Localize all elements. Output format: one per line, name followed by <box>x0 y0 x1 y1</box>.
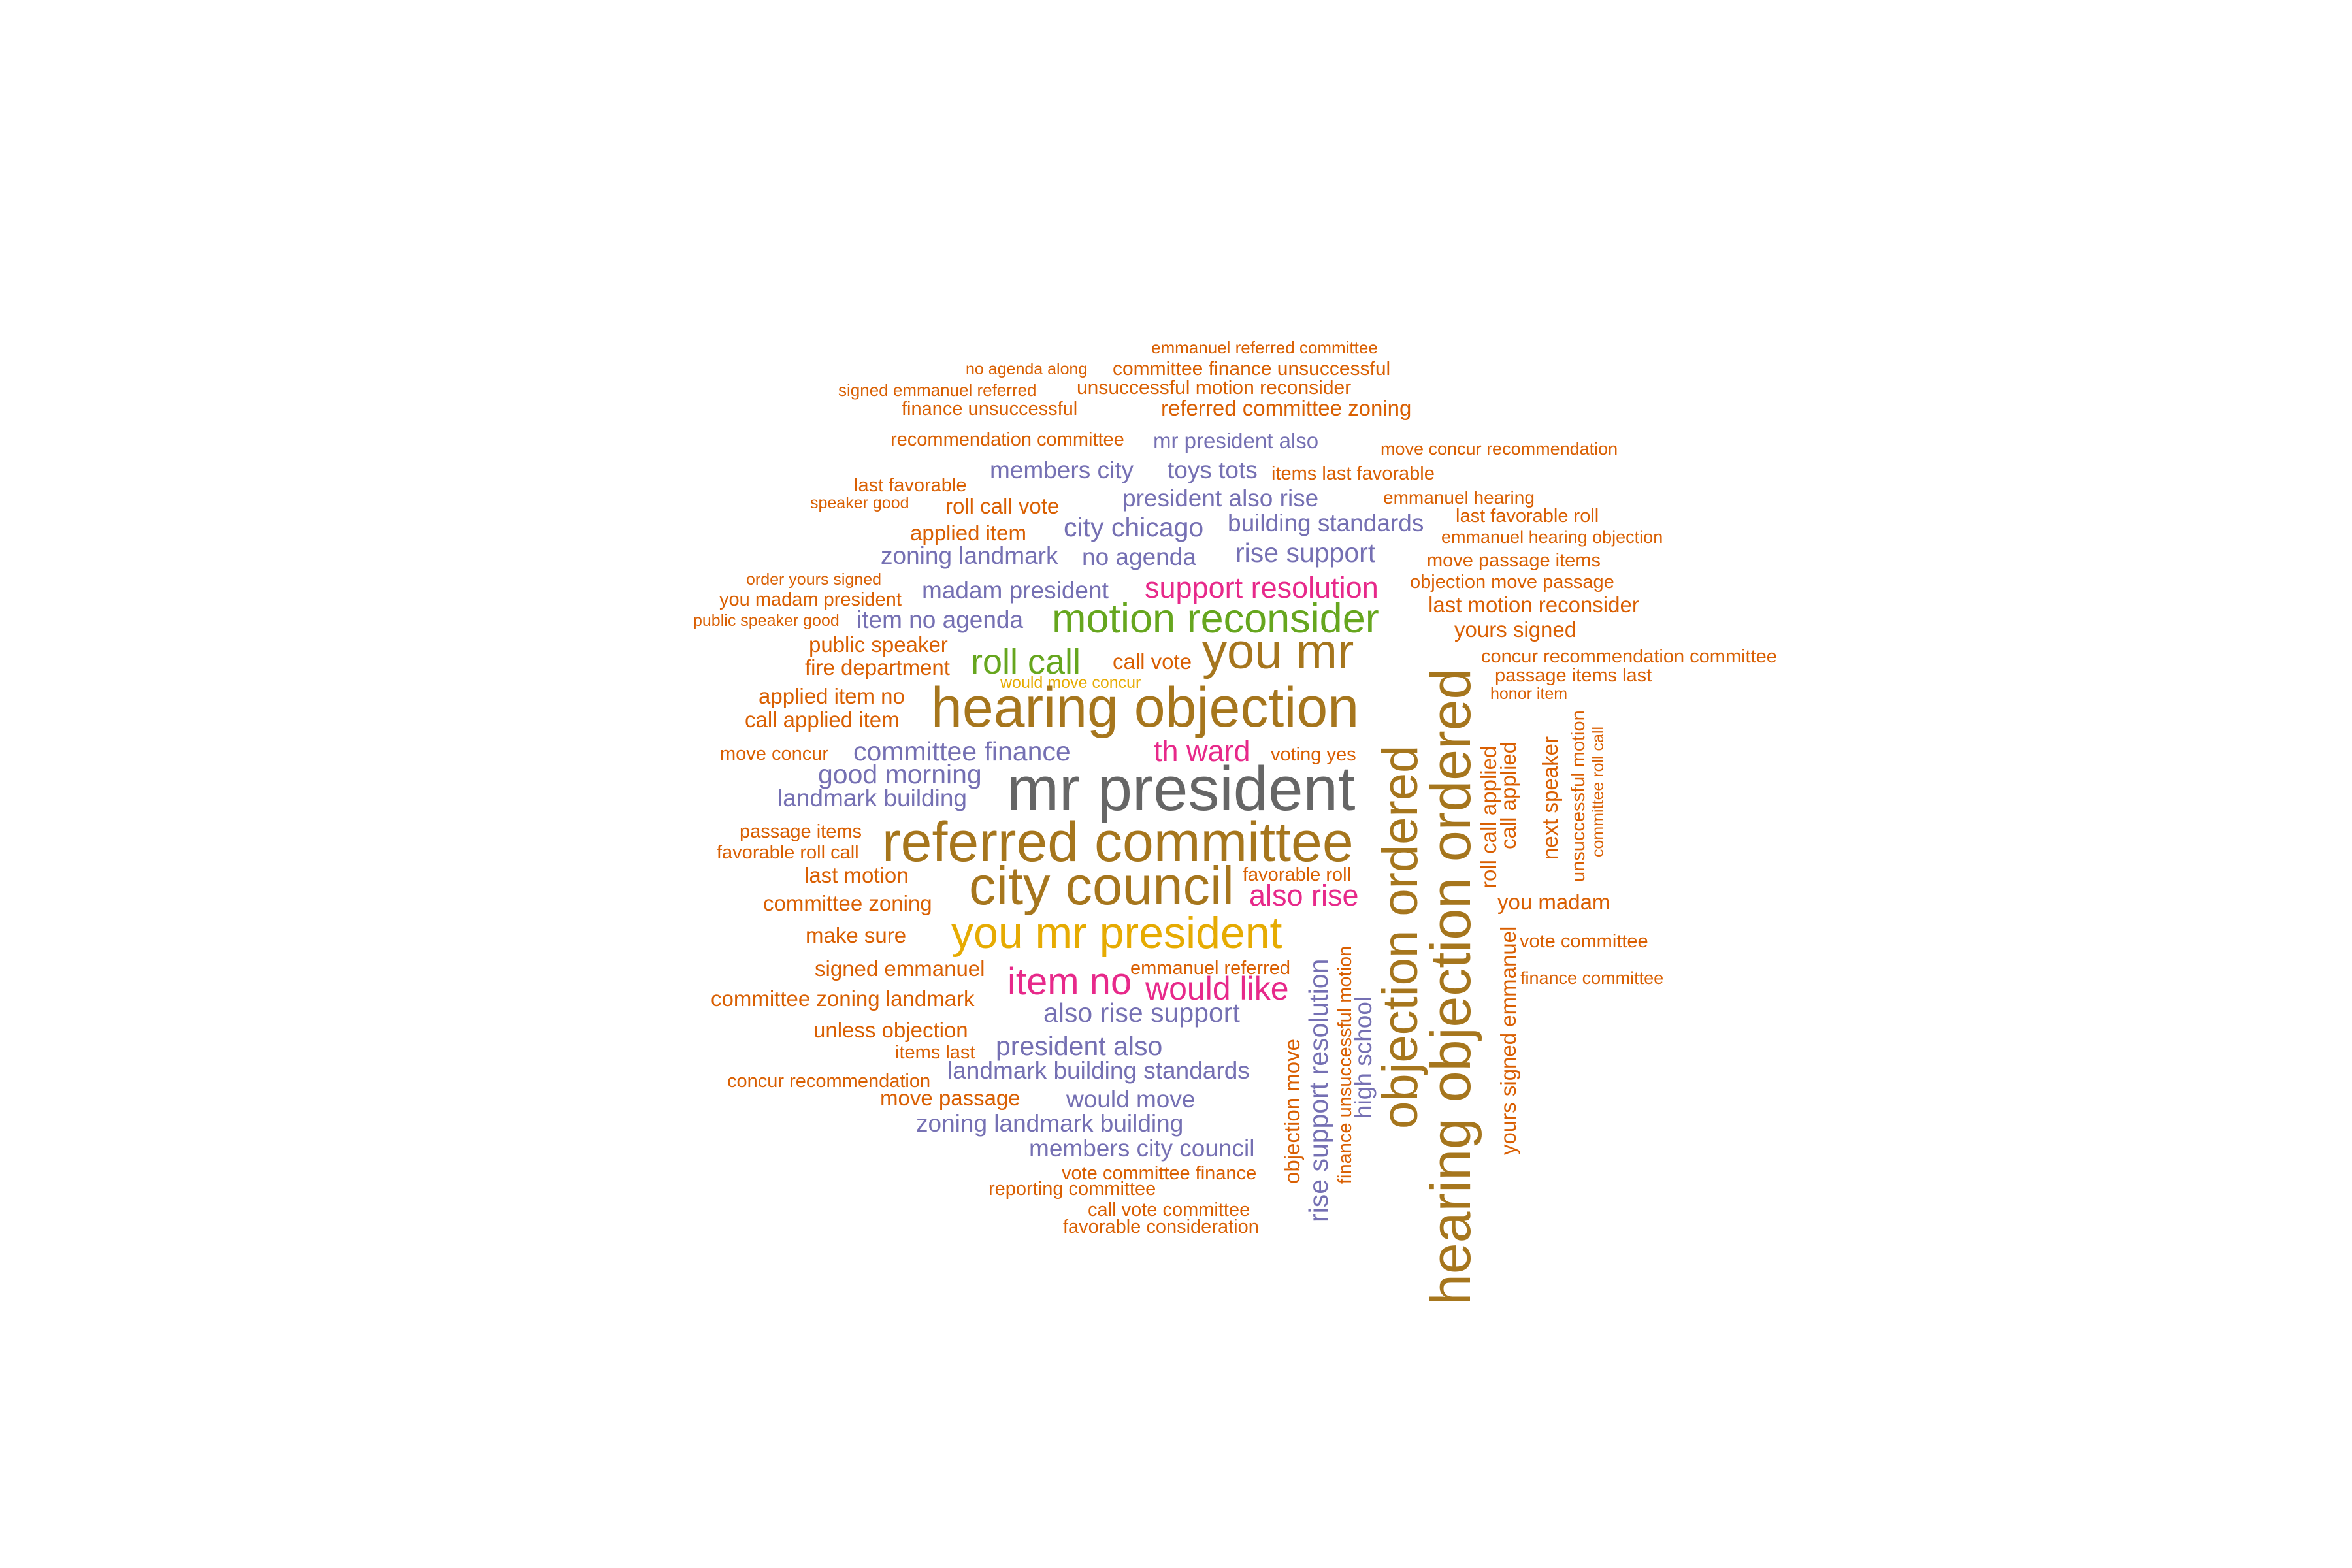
word: city council <box>969 855 1234 916</box>
word: no agenda <box>1082 544 1196 570</box>
word: no agenda along <box>966 360 1088 378</box>
word: applied item no <box>759 684 905 708</box>
word: item no <box>1007 960 1132 1003</box>
word: passage items last <box>1495 665 1652 686</box>
word-vertical: call applied <box>1496 741 1520 849</box>
word: zoning landmark <box>881 542 1058 569</box>
word: president also rise <box>1122 485 1319 512</box>
word-vertical: objection ordered <box>1373 745 1428 1129</box>
word: also rise support <box>1043 998 1240 1028</box>
word-vertical: committee roll call <box>1589 726 1607 857</box>
word: vote committee finance <box>1062 1163 1257 1184</box>
word: landmark building standards <box>947 1057 1250 1084</box>
word: recommendation committee <box>890 429 1124 450</box>
word-vertical: rise support resolution <box>1303 958 1333 1222</box>
word: committee zoning landmark <box>711 987 975 1011</box>
word: items last favorable <box>1271 463 1435 484</box>
word: committee finance unsuccessful <box>1113 358 1391 380</box>
word: toys tots <box>1168 457 1258 483</box>
word: president also <box>996 1031 1163 1061</box>
word: members city council <box>1029 1135 1255 1162</box>
word: support resolution <box>1145 571 1379 604</box>
word: passage items <box>740 821 862 842</box>
word: landmark building <box>777 785 968 811</box>
word: honor item <box>1490 685 1568 703</box>
word: last motion <box>804 863 909 887</box>
word: favorable consideration <box>1063 1217 1259 1237</box>
word: finance committee <box>1520 968 1664 988</box>
word: th ward <box>1154 734 1250 768</box>
word: concur recommendation <box>727 1071 931 1092</box>
word: would like <box>1145 970 1289 1007</box>
word: committee zoning <box>763 891 932 915</box>
word: would move concur <box>1000 674 1141 692</box>
word: madam president <box>922 577 1109 604</box>
word: speaker good <box>810 494 909 512</box>
word: applied item <box>910 521 1026 545</box>
word: call applied item <box>745 708 900 732</box>
word: public speaker good <box>693 612 840 630</box>
word: finance unsuccessful <box>902 399 1078 419</box>
word: emmanuel referred <box>1130 958 1290 979</box>
word: fire department <box>805 655 950 679</box>
word: members city <box>990 457 1134 483</box>
word: you mr <box>1202 624 1354 679</box>
word: emmanuel hearing <box>1383 487 1535 508</box>
word: emmanuel hearing objection <box>1441 527 1663 547</box>
word: move concur <box>720 743 829 764</box>
word: call vote <box>1113 649 1192 674</box>
word: hearing objection <box>931 676 1360 739</box>
word: move concur recommendation <box>1380 439 1618 459</box>
word: you madam <box>1497 890 1610 914</box>
word: move passage <box>880 1086 1021 1110</box>
word: you mr president <box>951 908 1282 958</box>
word: signed emmanuel <box>815 956 985 981</box>
word: order yours signed <box>746 570 882 589</box>
word: reporting committee <box>988 1179 1156 1200</box>
word: vote committee <box>1520 931 1648 952</box>
word: building standards <box>1228 510 1424 536</box>
word: public speaker <box>809 632 948 657</box>
word-vertical: high school <box>1350 996 1377 1119</box>
word: signed emmanuel referred <box>838 380 1037 400</box>
word: items last <box>895 1042 975 1063</box>
word: emmanuel referred committee <box>1151 338 1378 357</box>
word: referred committee zoning <box>1161 396 1412 420</box>
word: mr president <box>1007 754 1356 824</box>
word-vertical: hearing objection ordered <box>1420 668 1482 1305</box>
word: would move <box>1066 1086 1196 1113</box>
word: zoning landmark building <box>916 1110 1184 1137</box>
word: referred committee <box>882 811 1354 874</box>
word: unless objection <box>813 1018 968 1042</box>
word: rise support <box>1235 538 1376 568</box>
word: concur recommendation committee <box>1481 646 1777 667</box>
word: last favorable <box>854 475 967 496</box>
word: voting yes <box>1271 744 1356 765</box>
word: mr president also <box>1153 429 1319 453</box>
word: last motion reconsider <box>1428 593 1639 617</box>
word: last favorable roll <box>1456 506 1599 527</box>
word-vertical: yours signed emmanuel <box>1496 926 1520 1155</box>
word-vertical: objection move <box>1280 1039 1304 1184</box>
word: item no agenda <box>857 606 1024 633</box>
word: roll call vote <box>945 494 1060 518</box>
word: good morning <box>818 759 982 789</box>
word: make sure <box>806 923 907 947</box>
word: favorable roll <box>1243 864 1352 885</box>
word: yours signed <box>1454 617 1577 642</box>
word: motion reconsider <box>1052 596 1379 642</box>
word: you madam president <box>719 589 902 610</box>
word: call vote committee <box>1088 1200 1250 1220</box>
word: city chicago <box>1064 512 1204 542</box>
word: also rise <box>1249 879 1359 912</box>
word: roll call <box>971 642 1081 681</box>
word: objection move passage <box>1410 572 1614 593</box>
word: committee finance <box>853 736 1071 766</box>
word: unsuccessful motion reconsider <box>1077 377 1352 399</box>
word-vertical: unsuccessful motion <box>1568 710 1589 882</box>
word-vertical: next speaker <box>1538 736 1562 860</box>
word: move passage items <box>1427 550 1601 571</box>
word: favorable roll call <box>717 842 859 863</box>
